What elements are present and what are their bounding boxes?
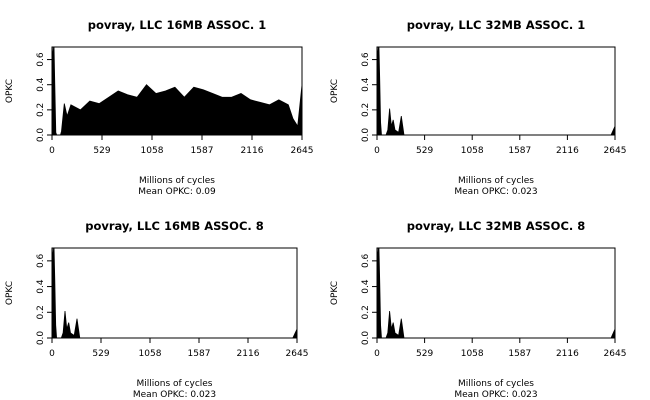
x-tick-label: 529 — [416, 146, 433, 156]
y-tick-label: 0.0 — [36, 128, 46, 143]
y-tick-label: 0.6 — [36, 253, 46, 268]
mean-label: Mean OPKC: 0.023 — [454, 187, 537, 197]
series-area — [52, 47, 302, 135]
x-tick-label: 0 — [374, 146, 380, 156]
y-tick-label: 0.6 — [361, 253, 371, 268]
plot-frame — [51, 247, 298, 339]
chart-title: povray, LLC 16MB ASSOC. 1 — [88, 18, 267, 32]
x-tick-label: 529 — [416, 349, 433, 359]
y-tick-label: 0.0 — [361, 128, 371, 143]
mean-label: Mean OPKC: 0.023 — [133, 390, 216, 400]
series-area — [52, 248, 297, 338]
x-axis-label: Millions of cycles — [136, 379, 212, 389]
plot-frame — [51, 46, 303, 136]
series-area — [377, 248, 615, 338]
x-tick-label: 1058 — [461, 146, 484, 156]
x-axis-label: Millions of cycles — [458, 379, 534, 389]
x-tick-label: 2116 — [241, 146, 264, 156]
y-tick-label: 0.4 — [361, 77, 371, 92]
y-axis-label: OPKC — [5, 281, 15, 305]
y-tick-label: 0.2 — [361, 305, 371, 319]
x-tick-label: 1587 — [191, 146, 214, 156]
x-tick-label: 1587 — [508, 146, 531, 156]
chart-panel-1: povray, LLC 16MB ASSOC. 1 0 529 1058 1587 211… — [5, 18, 313, 197]
chart-title: povray, LLC 32MB ASSOC. 1 — [407, 18, 586, 32]
y-tick-label: 0.4 — [36, 279, 46, 294]
mean-label: Mean OPKC: 0.09 — [138, 187, 216, 197]
y-tick-label: 0.4 — [361, 279, 371, 294]
x-tick-label: 2116 — [556, 146, 579, 156]
mean-label: Mean OPKC: 0.023 — [454, 390, 537, 400]
x-tick-label: 0 — [374, 349, 380, 359]
x-tick-label: 2645 — [286, 349, 309, 359]
series-area — [377, 47, 615, 135]
x-tick-label: 0 — [49, 146, 55, 156]
y-tick-label: 0.2 — [361, 103, 371, 117]
x-tick-label: 1058 — [139, 349, 162, 359]
chart-panel-4: povray, LLC 32MB ASSOC. 8 0 529 1058 1587 211… — [330, 219, 626, 400]
x-tick-label: 0 — [49, 349, 55, 359]
y-tick-label: 0.4 — [36, 77, 46, 92]
x-tick-label: 1058 — [141, 146, 164, 156]
y-tick-label: 0.0 — [361, 331, 371, 346]
x-tick-label: 529 — [92, 349, 109, 359]
y-tick-label: 0.6 — [361, 52, 371, 67]
plot-frame — [376, 247, 616, 339]
chart-panel-3: povray, LLC 16MB ASSOC. 8 0 529 1058 1587 211… — [5, 219, 308, 400]
chart-title: povray, LLC 32MB ASSOC. 8 — [407, 219, 586, 233]
y-axis-label: OPKC — [5, 79, 15, 103]
x-tick-label: 1587 — [188, 349, 211, 359]
x-tick-label: 529 — [93, 146, 110, 156]
x-tick-label: 2645 — [291, 146, 314, 156]
x-tick-label: 2645 — [604, 349, 627, 359]
y-tick-label: 0.6 — [36, 52, 46, 67]
y-tick-label: 0.2 — [36, 305, 46, 319]
x-tick-label: 1587 — [508, 349, 531, 359]
chart-panel-2: povray, LLC 32MB ASSOC. 1 0 529 1058 1587 211… — [330, 18, 626, 197]
x-axis-label: Millions of cycles — [139, 176, 215, 186]
x-tick-label: 2645 — [604, 146, 627, 156]
x-tick-label: 2116 — [237, 349, 260, 359]
y-tick-label: 0.0 — [36, 331, 46, 346]
plot-frame — [376, 46, 616, 136]
x-axis-label: Millions of cycles — [458, 176, 534, 186]
y-tick-label: 0.2 — [36, 103, 46, 117]
y-axis-label: OPKC — [330, 79, 340, 103]
x-tick-label: 2116 — [556, 349, 579, 359]
x-tick-label: 1058 — [461, 349, 484, 359]
chart-title: povray, LLC 16MB ASSOC. 8 — [85, 219, 264, 233]
y-axis-label: OPKC — [330, 281, 340, 305]
